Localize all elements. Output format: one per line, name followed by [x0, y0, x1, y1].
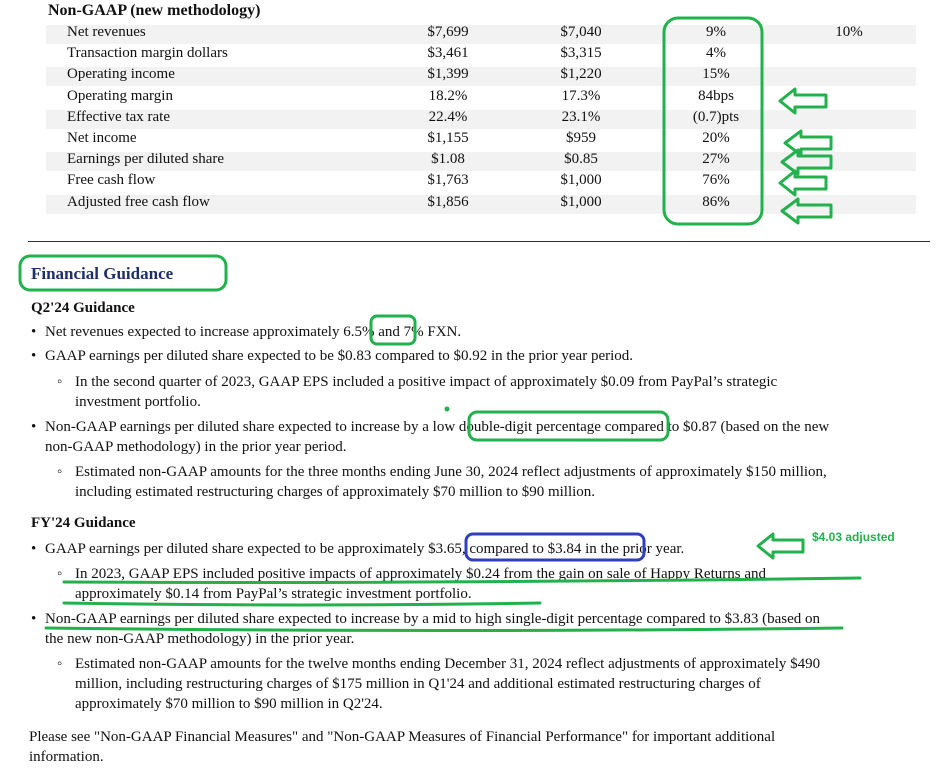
row-label: Effective tax rate: [67, 108, 170, 125]
table-cell: $1,155: [427, 130, 469, 146]
annotation-underline: [44, 626, 844, 632]
annotation-title-box: [18, 254, 228, 292]
table-cell: 10%: [835, 24, 863, 40]
q2-bullet-gaap-eps: • GAAP earnings per diluted share expecte…: [31, 348, 634, 364]
fy-sub-bullet-gaap: ◦ In 2023, GAAP EPS included positive imp…: [57, 566, 766, 582]
q2-sub-bullet-gaap-l2: investment portfolio.: [75, 394, 201, 410]
q2-sub-bullet-nongaap: ◦ Estimated non-GAAP amounts for the thre…: [57, 464, 827, 480]
table-cell: 17.3%: [561, 87, 601, 104]
row-shade: [46, 25, 916, 44]
arrow-icon: [783, 129, 833, 157]
table-cell: 20%: [702, 130, 730, 146]
row-label: Operating income: [67, 66, 175, 83]
row-shade: [46, 67, 916, 87]
q2-bullet-revenue: • Net revenues expected to increase appro…: [31, 324, 462, 340]
annotation-ldd-box: [467, 410, 670, 442]
q2-bullet-nongaap-eps: • Non-GAAP earnings per diluted share exp…: [31, 419, 830, 435]
fy-heading: FY'24 Guidance: [31, 515, 136, 531]
table-cell: $1,856: [427, 193, 469, 210]
fy-sub-bullet-gaap-l2: approximately $0.14 from PayPal’s strate…: [75, 586, 472, 602]
q2-sub-bullet-gaap: ◦ In the second quarter of 2023, GAAP EPS…: [57, 374, 778, 390]
table-cell: 84bps: [698, 87, 734, 104]
table-cell: 4%: [706, 45, 726, 62]
table-cell: $1,220: [560, 66, 602, 83]
annotation-column-box: [662, 16, 764, 226]
row-shade: [46, 152, 916, 172]
table-cell: 15%: [702, 66, 730, 83]
footer-note: Please see "Non-GAAP Financial Measures"…: [29, 729, 776, 745]
table-cell: $1,763: [427, 172, 469, 189]
fy-sub-bullet-nongaap: ◦ Estimated non-GAAP amounts for the twel…: [57, 656, 821, 672]
table-cell: 18.2%: [428, 87, 468, 104]
annotation-dot: [444, 406, 450, 412]
row-label: Operating margin: [67, 87, 173, 104]
highlight-low-double-digit: low double-digit percentage: [432, 419, 601, 435]
table-cell: $959: [566, 130, 596, 146]
fy-bullet-nongaap-eps: • Non-GAAP earnings per diluted share exp…: [31, 611, 821, 627]
table-cell: 23.1%: [561, 108, 601, 125]
q2-bullet-nongaap-l2: non-GAAP methodology) in the prior year …: [45, 439, 347, 455]
arrow-icon: [778, 87, 828, 115]
arrow-icon: [778, 169, 828, 197]
table-cell: $1,000: [560, 193, 602, 210]
arrow-icon: [780, 148, 833, 176]
row-shade: [46, 109, 916, 129]
row-label: Adjusted free cash flow: [67, 193, 210, 210]
table-cell: $7,699: [427, 24, 469, 40]
annotation-adjusted: $4.03 adjusted: [812, 530, 895, 544]
fy-sub-bullet-nongaap-l2: million, including restructuring charges…: [75, 676, 761, 692]
annotation-fy-eps-box: [464, 532, 646, 562]
table-cell: $3,315: [560, 45, 602, 62]
annotation-underline: [62, 601, 542, 607]
row-label: Net revenues: [67, 24, 146, 40]
q2-sub-bullet-nongaap-l2: including estimated restructuring charge…: [75, 484, 596, 500]
table-cell: $1,399: [427, 66, 469, 83]
row-label: Earnings per diluted share: [67, 151, 225, 168]
row-label: Transaction margin dollars: [67, 45, 228, 62]
table-cell: 9%: [706, 24, 726, 40]
table-cell: $1,000: [560, 172, 602, 189]
arrow-icon: [756, 532, 805, 560]
fy-bullet-nongaap-l2: the new non-GAAP methodology) in the pri…: [45, 631, 355, 647]
table-cell: $7,040: [560, 24, 602, 40]
highlight-revenue: 6.5%: [343, 324, 375, 340]
table-cell: (0.7)pts: [692, 108, 740, 125]
annotation-6-5-box: [369, 314, 417, 346]
q2-heading: Q2'24 Guidance: [31, 300, 135, 316]
table-cell: 76%: [702, 172, 730, 189]
divider: [28, 241, 930, 242]
footer-note-l2: information.: [29, 749, 104, 765]
table-header: Non-GAAP (new methodology): [48, 2, 261, 19]
arrow-icon: [780, 197, 833, 225]
table-cell: 22.4%: [428, 108, 468, 125]
row-shade: [46, 194, 916, 214]
section-title: Financial Guidance: [31, 264, 174, 283]
table-cell: 27%: [702, 151, 730, 168]
table-cell: $3,461: [427, 45, 469, 62]
table-cell: 86%: [702, 193, 730, 210]
table-cell: $1.08: [431, 151, 465, 168]
annotation-underline: [62, 576, 862, 584]
row-label: Free cash flow: [67, 172, 156, 189]
fy-sub-bullet-nongaap-l3: approximately $70 million to $90 million…: [75, 696, 383, 712]
row-label: Net income: [67, 130, 137, 146]
table-cell: $0.85: [564, 151, 598, 168]
